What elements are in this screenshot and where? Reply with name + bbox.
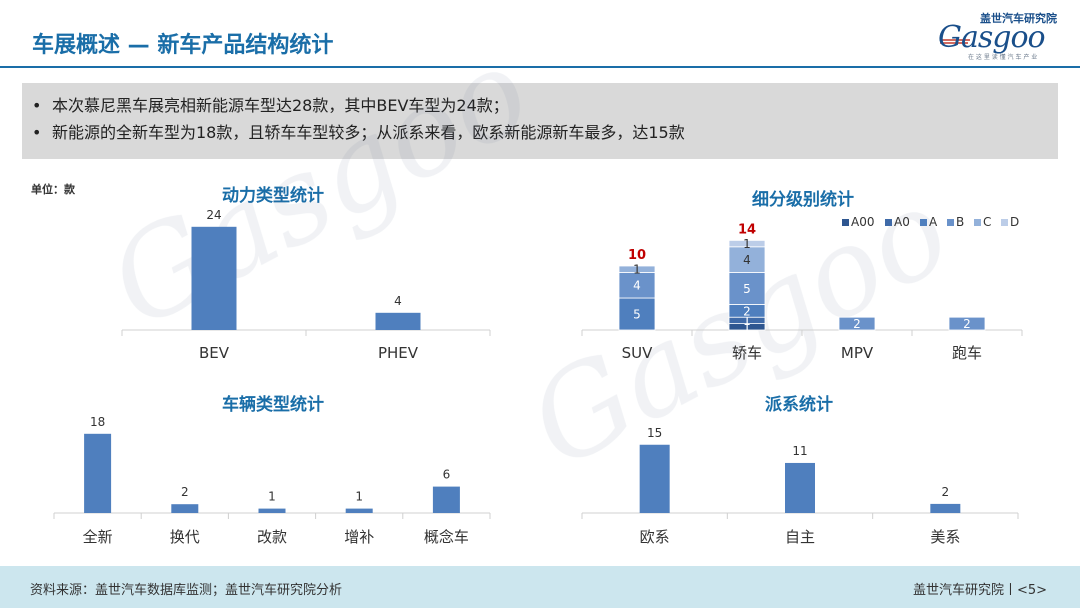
bar [930, 503, 961, 513]
legend-swatch [920, 219, 927, 226]
summary-bullet-text: 新能源的全新车型为18款，且轿车车型较多；从派系来看，欧系新能源新车最多，达15… [52, 123, 685, 142]
legend-label: A [929, 215, 938, 229]
segment-label: 4 [633, 279, 641, 293]
category-label: 欧系 [640, 528, 670, 546]
legend-swatch [885, 219, 892, 226]
bar-value-label: 18 [90, 415, 105, 429]
category-label: 自主 [785, 528, 815, 546]
legend-label: B [956, 215, 964, 229]
segment-label: 1 [633, 263, 641, 277]
category-label: 换代 [170, 528, 200, 546]
bar [375, 312, 421, 330]
segment-label: 2 [963, 317, 971, 331]
bar-value-label: 2 [181, 485, 189, 499]
bar-value-label: 24 [206, 208, 221, 222]
bar-value-label: 2 [942, 485, 950, 499]
legend-swatch [1001, 219, 1008, 226]
legend-swatch [842, 219, 849, 226]
category-label: 概念车 [424, 528, 469, 546]
bar [258, 508, 286, 513]
footer-source: 资料来源：盖世汽车数据库监测；盖世汽车研究院分析 [30, 583, 343, 598]
category-label: 跑车 [952, 344, 982, 362]
logo-tagline: 在 这 里 读 懂 汽 车 产 业 [968, 54, 1038, 61]
logo-wordmark: Gasgoo [938, 20, 1046, 55]
segment-label: 1 [743, 237, 751, 251]
chart-title-segment: 细分级别统计 [752, 190, 854, 210]
bar-segment [618, 297, 656, 331]
summary-bullet: • 本次慕尼黑车展亮相新能源车型达28款，其中BEV车型为24款； [32, 96, 509, 115]
category-label: PHEV [378, 344, 419, 362]
segment-label: 4 [743, 253, 751, 267]
category-label: 全新 [83, 528, 113, 546]
bar-segment [728, 271, 766, 305]
segment-label: 2 [853, 317, 861, 331]
segment-label: 5 [743, 282, 751, 296]
unit-label: 单位：款 [31, 183, 75, 196]
footer-page-number: 盖世汽车研究院丨<5> [912, 583, 1047, 598]
bar-value-label: 11 [792, 444, 807, 458]
summary-bullet-text: 本次慕尼黑车展亮相新能源车型达28款，其中BEV车型为24款； [52, 96, 509, 115]
category-label: 改款 [257, 528, 287, 546]
summary-box: • 本次慕尼黑车展亮相新能源车型达28款，其中BEV车型为24款； • 新能源的全新… [22, 83, 1058, 159]
summary-bullet: • 新能源的全新车型为18款，且轿车车型较多；从派系来看，欧系新能源新车最多，达1… [32, 123, 685, 142]
chart-title-power-type: 动力类型统计 [222, 186, 324, 206]
legend-label: A00 [851, 215, 874, 229]
segment-label: 1 [743, 320, 751, 334]
bar [432, 486, 460, 513]
bar-segment [728, 239, 766, 248]
bar [84, 433, 112, 513]
bar [171, 504, 199, 513]
legend-swatch [974, 219, 981, 226]
category-label: BEV [199, 344, 230, 362]
bar-segment [618, 265, 656, 273]
bar-value-label: 1 [268, 490, 276, 504]
segment-label: 2 [743, 304, 751, 318]
bar-total-label: 14 [738, 222, 756, 237]
header-divider [0, 66, 1080, 68]
bar [191, 226, 237, 330]
category-label: 轿车 [732, 344, 762, 362]
footer-bar: 资料来源：盖世汽车数据库监测；盖世汽车研究院分析 盖世汽车研究院丨<5> [0, 566, 1080, 608]
bar-segment [948, 316, 986, 331]
category-label: 美系 [930, 528, 960, 546]
legend-label: D [1010, 215, 1019, 229]
legend-swatch [947, 219, 954, 226]
bar [785, 462, 815, 513]
chart-title-vehicle-type: 车辆类型统计 [222, 395, 324, 415]
category-label: MPV [841, 344, 874, 362]
legend-label: A0 [894, 215, 910, 229]
legend-label: C [983, 215, 991, 229]
segment-label: 1 [743, 314, 751, 328]
bar-value-label: 4 [394, 294, 402, 308]
bar-segment [728, 246, 766, 273]
bar-value-label: 6 [443, 468, 451, 482]
bar [345, 508, 373, 513]
chart-title-origin: 派系统计 [765, 395, 833, 415]
segment-label: 5 [633, 308, 641, 322]
gasgoo-logo: 盖世汽车研究院 Gasgoo 在 这 里 读 懂 汽 车 产 业 [938, 8, 1064, 61]
bar-value-label: 1 [355, 490, 363, 504]
category-label: SUV [622, 344, 654, 362]
category-label: 增补 [344, 528, 374, 546]
page-title: 车展概述 — 新车产品结构统计 [32, 33, 334, 58]
bar [639, 444, 670, 513]
bar-segment [618, 271, 656, 299]
bar-value-label: 15 [647, 426, 662, 440]
bar-segment [838, 316, 876, 331]
logo-chinese-name: 盖世汽车研究院 [980, 12, 1057, 25]
logo-swoosh-icon [940, 39, 970, 44]
bar-total-label: 10 [628, 248, 646, 263]
